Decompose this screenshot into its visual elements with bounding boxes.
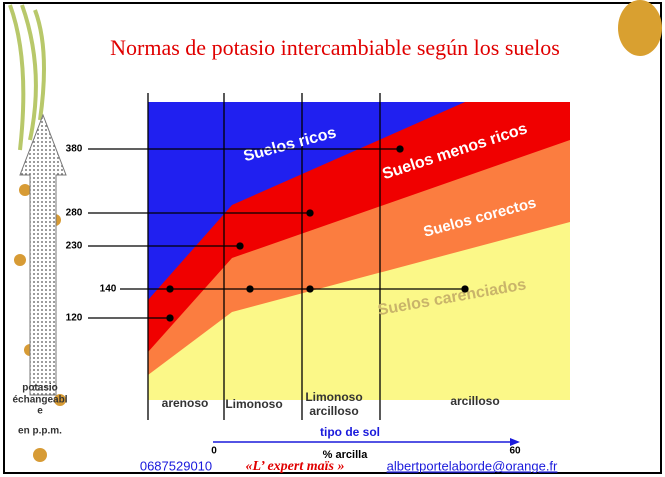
potassium-arrow [19,113,67,396]
footer-phone: 0687529010 [140,458,212,473]
soil-type: Limonoso [305,390,362,404]
soil-type: arcilloso [309,404,358,418]
footer-email[interactable]: albertportelaborde@orange.fr [387,458,558,473]
soil-type: arcilloso [450,394,499,408]
title: Normas de potasio intercambiable según l… [110,35,560,60]
zone-deficient [148,222,570,400]
level-label: 140 [100,284,117,295]
x-axis-end: 60 [509,446,521,457]
x-axis-title: tipo de sol [320,425,380,439]
axis-label: potasio [22,383,58,394]
x-axis-arrowhead [510,438,520,446]
level-label: 120 [66,313,83,324]
x-axis-start: 0 [211,446,217,457]
axis-label: échangeabl [12,395,67,406]
axis-label: e [37,406,43,417]
zones [148,102,570,400]
level-lines [88,145,469,322]
axis-label: en p.p.m. [18,426,62,437]
level-label: 380 [66,144,83,155]
soil-type: Limonoso [225,397,282,411]
footer-brand: «L’ expert maïs » [246,459,345,474]
level-label: 280 [66,208,83,219]
x-axis-label: % arcilla [323,449,369,461]
dividers [147,93,381,420]
soil-type: arenoso [162,396,209,410]
level-label: 230 [66,241,83,252]
